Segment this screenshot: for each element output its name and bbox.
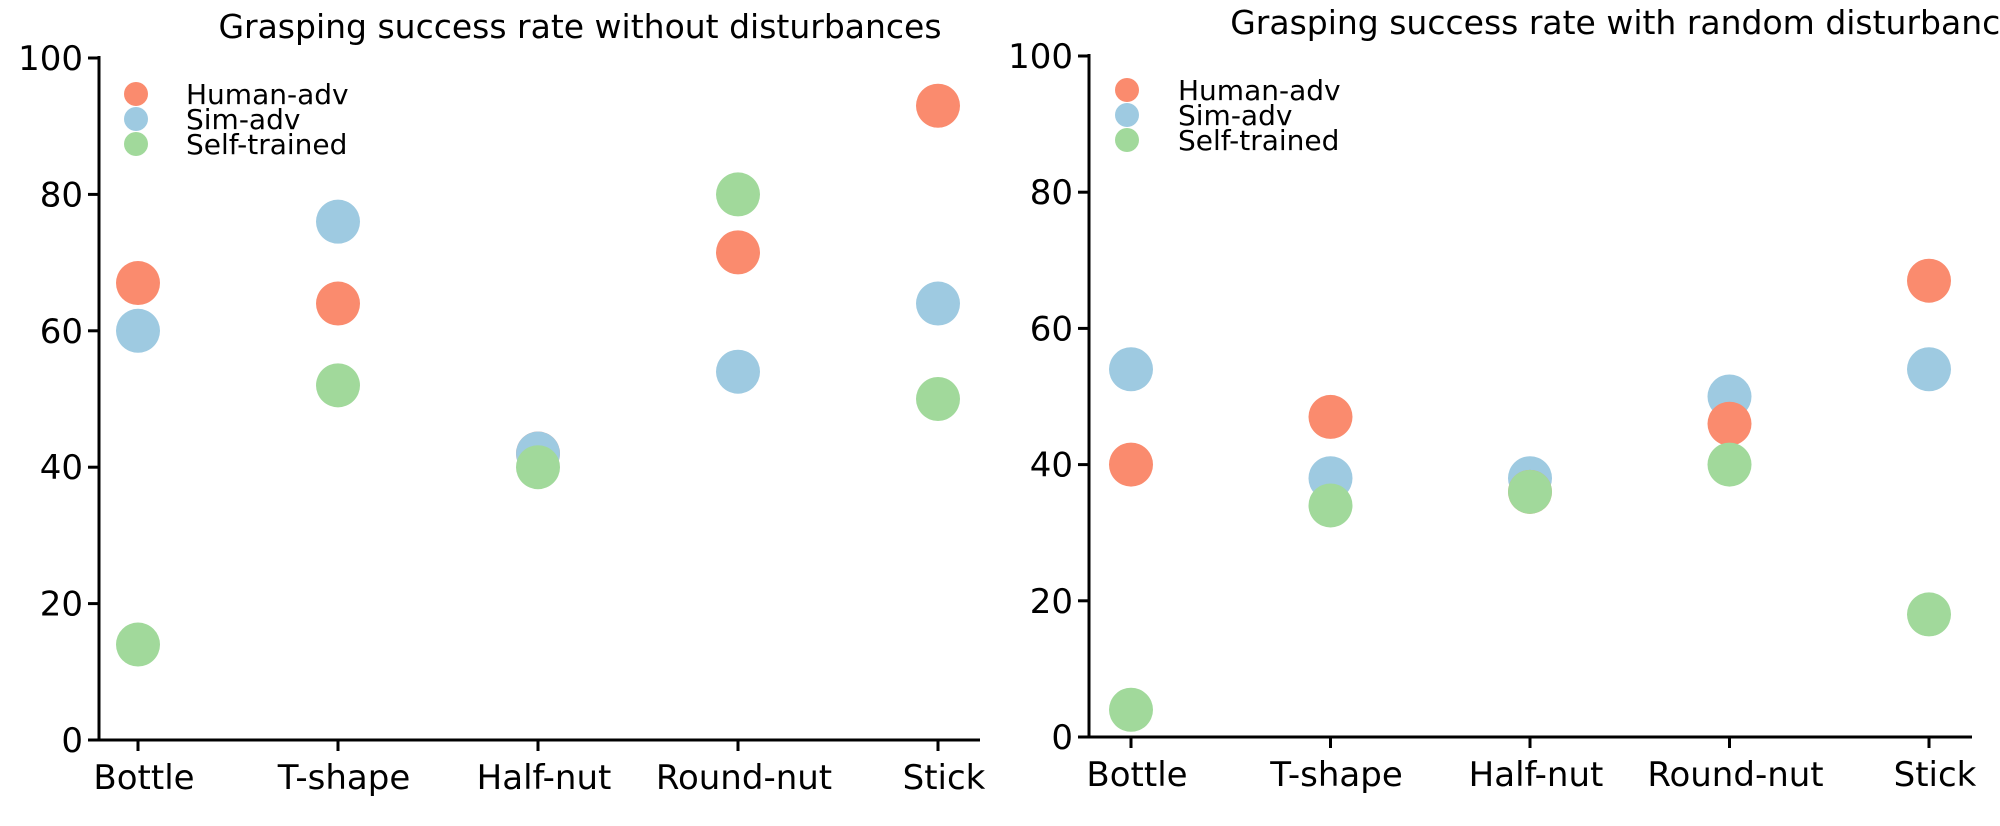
legend-marker: [124, 82, 148, 106]
series-self-trained: [1109, 442, 1951, 732]
legend-marker: [1115, 103, 1139, 127]
x-tick-label: Half-nut: [477, 758, 612, 798]
data-point: [116, 308, 160, 353]
legend-marker: [124, 132, 148, 156]
y-tick-label: 20: [1030, 582, 1073, 622]
legend-label: Human-adv: [1178, 74, 1341, 107]
x-tick-label: Round-nut: [1647, 755, 1823, 795]
y-tick-label: 40: [40, 448, 83, 488]
chart-title: Grasping success rate with random distur…: [1230, 3, 2000, 42]
data-point: [516, 445, 560, 490]
data-point: [1109, 347, 1153, 392]
data-point: [1907, 592, 1951, 637]
data-point: [916, 377, 960, 421]
chart-title: Grasping success rate without disturbanc…: [218, 7, 941, 46]
y-tick-label: 60: [40, 312, 83, 352]
y-tick-label: 100: [18, 39, 83, 79]
data-point: [1907, 258, 1951, 303]
data-point: [716, 172, 760, 217]
data-point: [316, 199, 360, 244]
legend-label: Self-trained: [186, 128, 347, 161]
x-tick-label: Half-nut: [1469, 755, 1604, 795]
data-point: [316, 281, 360, 326]
data-point: [1109, 442, 1153, 487]
x-tick-label: Stick: [1894, 755, 1977, 795]
y-tick-label: 40: [1030, 446, 1073, 486]
legend-label: Sim-adv: [186, 103, 300, 136]
data-point: [1308, 394, 1353, 439]
x-tick-label: Bottle: [1086, 755, 1187, 795]
data-point: [116, 261, 160, 306]
series-sim-adv: [116, 199, 960, 476]
data-point: [1508, 469, 1552, 514]
y-tick-label: 0: [1051, 718, 1073, 758]
y-tick-label: 80: [40, 175, 83, 215]
data-point: [1707, 442, 1752, 487]
x-tick-label: Round-nut: [656, 758, 832, 798]
legend-label: Self-trained: [1178, 124, 1339, 157]
legend-marker: [1115, 128, 1139, 152]
series-self-trained: [116, 172, 960, 667]
legend-marker: [1115, 78, 1139, 102]
data-point: [316, 363, 360, 408]
data-point: [716, 230, 760, 275]
data-point: [1907, 347, 1951, 392]
data-point: [1109, 687, 1153, 732]
data-point: [1707, 401, 1752, 446]
y-tick-label: 100: [1008, 37, 1073, 77]
legend-label: Sim-adv: [1178, 99, 1292, 132]
data-point: [116, 622, 160, 667]
data-point: [716, 349, 760, 394]
data-point: [1308, 483, 1353, 528]
data-point: [916, 83, 960, 128]
chart-panel-without-disturbances: Grasping success rate without disturbanc…: [18, 7, 986, 798]
chart-panel-with-random-disturbances: Grasping success rate with random distur…: [1008, 3, 2000, 795]
y-tick-label: 0: [61, 721, 83, 761]
y-tick-label: 60: [1030, 309, 1073, 349]
y-tick-label: 80: [1030, 173, 1073, 213]
x-tick-label: T-shape: [1269, 755, 1403, 795]
legend-label: Human-adv: [186, 78, 349, 111]
legend-marker: [124, 107, 148, 131]
x-tick-label: Stick: [903, 758, 986, 798]
data-point: [916, 281, 960, 326]
x-tick-label: Bottle: [93, 758, 194, 798]
x-tick-label: T-shape: [277, 758, 411, 798]
y-tick-label: 20: [40, 585, 83, 625]
